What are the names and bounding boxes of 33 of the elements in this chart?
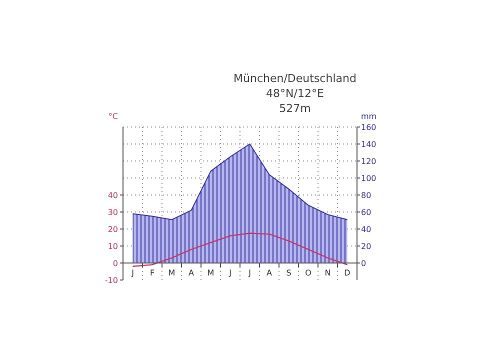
x-tick-label: J	[228, 268, 232, 278]
line-series	[132, 232, 348, 267]
y2-tick-label: 40	[361, 225, 372, 234]
x-tick-label: A	[266, 268, 273, 278]
y-tick-label: 30	[108, 208, 118, 217]
x-tick-label: F	[150, 268, 155, 278]
y-tick-label: 0	[112, 259, 118, 268]
y2-tick-label: 140	[361, 140, 376, 149]
x-tick-label: N	[324, 268, 331, 278]
y2-axis-title: mm	[361, 112, 377, 121]
y2-tick-label: 100	[361, 174, 376, 183]
y2-tick-label: 60	[361, 208, 372, 217]
x-tick-label: D	[344, 268, 350, 278]
y-tick-label: -10	[104, 276, 118, 285]
chart-title: München/Deutschland	[234, 72, 356, 85]
x-tick-label: A	[188, 268, 195, 278]
x-tick-label: O	[305, 268, 312, 278]
y-tick-label: 40	[108, 191, 118, 200]
y-tick-label: 10	[108, 242, 118, 251]
x-tick-label: J	[248, 268, 251, 278]
y2-tick-label: 0	[361, 259, 366, 268]
x-tick-label: M	[207, 268, 214, 278]
y2-tick-label: 80	[361, 191, 372, 200]
x-tick-label: M	[168, 268, 176, 278]
y2-tick-label: 120	[361, 157, 376, 166]
text: 527m	[279, 102, 311, 115]
y2-tick-label: 160	[361, 123, 376, 132]
x-tick-label: S	[286, 268, 292, 278]
y-tick-label: 20	[108, 225, 118, 234]
x-tick-label: J	[130, 268, 134, 278]
y-axis-title: °C	[108, 112, 118, 121]
chart-subtitle: 48°N/12°E	[266, 87, 324, 100]
y2-tick-label: 20	[361, 242, 372, 251]
